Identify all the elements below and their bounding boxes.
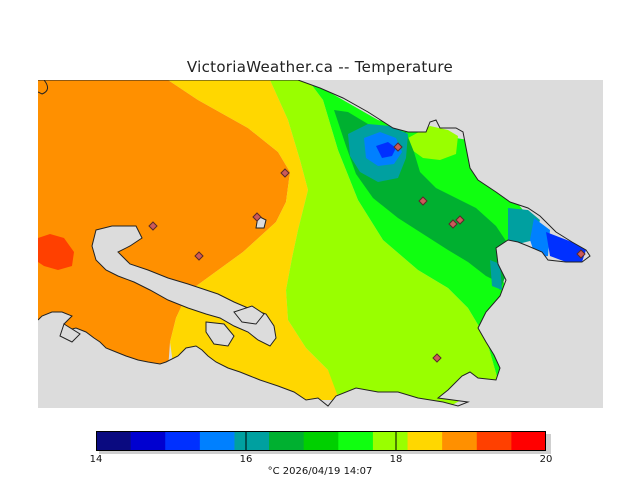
legend-band: [442, 431, 478, 451]
map-title: VictoriaWeather.ca -- Temperature: [186, 58, 454, 76]
inlets: [59, 215, 277, 347]
band-17-0-orange: [38, 80, 290, 370]
legend-band: [234, 431, 270, 451]
station-marker: [194, 251, 204, 261]
legend-band: [407, 431, 443, 451]
band-18-0-yellow: [168, 80, 343, 400]
station-marker: [432, 353, 442, 363]
legend-band: [511, 431, 546, 451]
station-marker: [448, 219, 458, 229]
station-marker: [576, 249, 586, 259]
legend-tick-label: 14: [89, 454, 103, 465]
legend-tick-label: 16: [239, 454, 253, 465]
coastline: [38, 80, 591, 407]
legend-band: [338, 431, 374, 451]
station-marker: [455, 215, 465, 225]
legend-band: [476, 431, 512, 451]
band-16-0-teal-south: [490, 260, 502, 290]
legend-tick-label: 20: [539, 454, 553, 465]
legend-band: [96, 431, 132, 451]
station-marker: [280, 168, 290, 178]
legend-band: [303, 431, 339, 451]
station-marker: [418, 196, 428, 206]
band-15-5-blue-east: [530, 218, 550, 258]
legend-band: [199, 431, 235, 451]
legend-band: [269, 431, 305, 451]
legend-caption: °C 2026/04/19 14:07: [267, 466, 373, 477]
legend-band: [130, 431, 166, 451]
band-17-5-green-yellow: [270, 80, 498, 406]
band-15-0-blue-east: [546, 232, 586, 262]
weather-stations: [148, 142, 586, 363]
legend-band: [372, 431, 409, 451]
legend-band: [165, 431, 201, 451]
station-marker: [252, 212, 262, 222]
legend-tick-label: 18: [389, 454, 403, 465]
station-marker: [148, 221, 158, 231]
band-18-5-orange-red: [38, 234, 74, 270]
band-17-5-green-patch: [408, 126, 458, 160]
band-15-0-blue: [376, 142, 396, 158]
temperature-map[interactable]: [38, 80, 603, 408]
legend-border: [96, 431, 546, 451]
station-marker: [393, 142, 403, 152]
temperature-legend: [96, 431, 546, 451]
